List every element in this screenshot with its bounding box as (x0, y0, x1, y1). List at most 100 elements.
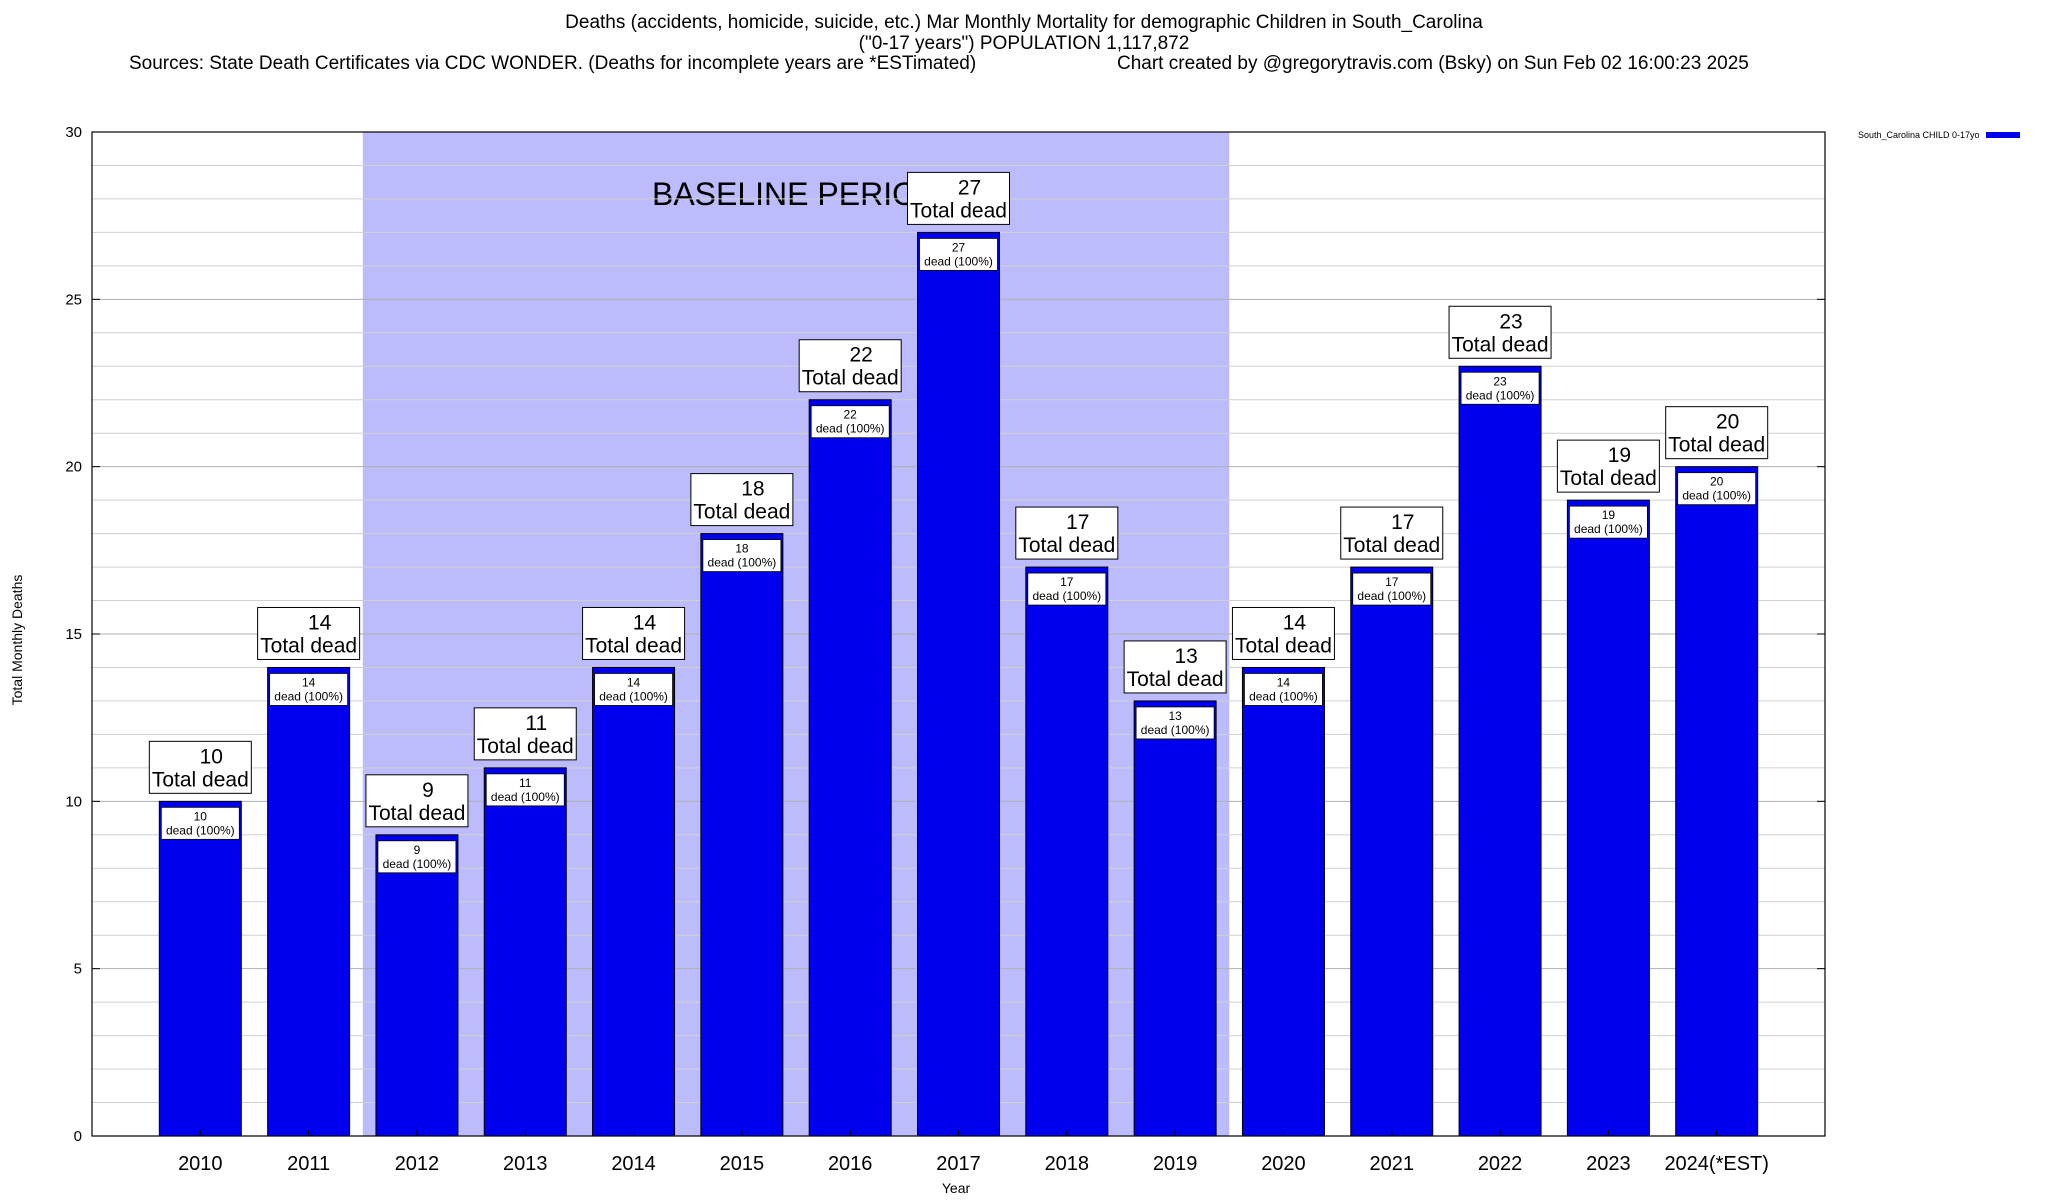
bar-inner-label-box (1677, 472, 1757, 506)
bar-inner-percent: dead (100%) (1357, 589, 1426, 603)
bar-total-caption: Total dead (1127, 668, 1224, 691)
bar-total-value: 14 (633, 611, 657, 634)
x-tick-label: 2020 (1261, 1153, 1306, 1175)
bar (1566, 499, 1650, 1137)
x-tick-label: 2011 (287, 1153, 330, 1175)
bar-inner-value: 10 (194, 809, 208, 823)
bar-total-value: 11 (525, 712, 547, 735)
y-tick-label: 30 (65, 124, 82, 141)
bar-total-caption: Total dead (368, 802, 465, 825)
bar-total-label-box (1123, 640, 1227, 694)
sources-note: Sources: State Death Certificates via CD… (129, 53, 977, 74)
y-tick-label: 5 (74, 961, 82, 978)
bar-inner-label-box (1135, 706, 1215, 740)
x-tick-label: 2018 (1045, 1153, 1090, 1175)
bar-total-value: 27 (958, 176, 981, 199)
bar-total-caption: Total dead (910, 199, 1007, 222)
bar-inner-label-box (1027, 572, 1107, 606)
x-tick-label: 2017 (936, 1153, 981, 1175)
x-tick-label: 2016 (828, 1153, 873, 1175)
bar (483, 767, 567, 1137)
bar-total-value: 18 (741, 478, 764, 501)
bar-inner-percent: dead (100%) (1466, 388, 1535, 402)
bar-total-value: 14 (308, 611, 332, 634)
bar-total-label-box (365, 774, 469, 828)
legend-label: South_Carolina CHILD 0-17yo (1858, 130, 1980, 140)
bar-total-value: 20 (1716, 411, 1739, 434)
bar-total-value: 19 (1608, 444, 1631, 467)
bar (267, 666, 351, 1137)
bar-inner-label-box (1352, 572, 1432, 606)
x-tick-label: 2021 (1370, 1153, 1415, 1175)
bar-total-label-box (473, 707, 577, 761)
bar-inner-percent: dead (100%) (383, 857, 452, 871)
bar-inner-percent: dead (100%) (1682, 489, 1751, 503)
bar-inner-value: 27 (952, 240, 966, 254)
bar-total-label-box (1231, 606, 1335, 660)
y-axis-label: Total Monthly Deaths (9, 574, 25, 706)
bar-total-caption: Total dead (693, 501, 790, 524)
bar-total-label-box (1448, 305, 1552, 359)
bar-inner-percent: dead (100%) (1574, 522, 1643, 536)
bar-inner-percent: dead (100%) (166, 823, 235, 837)
bar-inner-value: 13 (1168, 709, 1182, 723)
x-tick-label: 2015 (720, 1153, 765, 1175)
bar-inner-percent: dead (100%) (599, 689, 668, 703)
x-tick-label: 2013 (503, 1153, 548, 1175)
y-tick-label: 0 (74, 1128, 82, 1145)
bar-inner-percent: dead (100%) (491, 790, 560, 804)
bar-inner-label-box (377, 840, 457, 874)
bar-inner-percent: dead (100%) (1141, 723, 1210, 737)
bar (808, 399, 892, 1137)
bar-total-label-box (1340, 506, 1444, 560)
bar (1133, 700, 1217, 1137)
bar-inner-label-box (594, 673, 673, 706)
legend-swatch (1985, 132, 2020, 138)
chart-credit: Chart created by @gregorytravis.com (Bsk… (1117, 53, 1749, 74)
y-tick-label: 10 (65, 793, 82, 810)
bar-inner-label-box (1568, 505, 1648, 539)
bar-total-label-box (798, 339, 902, 393)
bar-inner-value: 14 (1277, 675, 1291, 689)
bar (700, 533, 784, 1137)
bar-inner-value: 22 (844, 408, 858, 422)
bar-inner-value: 17 (1060, 575, 1074, 589)
bar (917, 231, 1000, 1137)
bar-total-caption: Total dead (1235, 634, 1332, 657)
bar-total-value: 9 (422, 779, 434, 802)
bar (592, 666, 676, 1137)
bar-total-label-box (690, 473, 794, 527)
x-tick-label: 2010 (178, 1153, 223, 1175)
bar (1458, 365, 1542, 1137)
bar-total-label-box (582, 606, 686, 660)
bar-inner-value: 14 (302, 675, 316, 689)
baseline-label: BASELINE PERIOD (652, 176, 940, 212)
bar-inner-percent: dead (100%) (816, 422, 885, 436)
bar-inner-label-box (1244, 673, 1323, 706)
y-tick-label: 20 (65, 459, 82, 476)
bar-inner-percent: dead (100%) (1032, 589, 1101, 603)
bar (375, 834, 459, 1137)
x-tick-label: 2023 (1586, 1153, 1631, 1175)
bar-total-caption: Total dead (152, 768, 249, 791)
bar-total-value: 17 (1391, 511, 1414, 534)
bar-inner-value: 11 (519, 776, 532, 790)
bar-total-value: 13 (1174, 645, 1197, 668)
chart-subtitle: ("0-17 years") POPULATION 1,117,872 (858, 33, 1190, 54)
bar-inner-label-box (485, 773, 565, 807)
bar-total-label-box (907, 171, 1010, 225)
bar-inner-percent: dead (100%) (708, 556, 777, 570)
bar-total-caption: Total dead (1560, 467, 1657, 490)
bar-inner-label-box (1460, 371, 1540, 405)
bar-inner-value: 20 (1710, 475, 1724, 489)
x-tick-label: 2022 (1478, 1153, 1523, 1175)
legend: South_Carolina CHILD 0-17yo (1858, 130, 2020, 140)
bar-inner-value: 17 (1385, 575, 1399, 589)
bar-inner-label-box (919, 237, 998, 271)
bar (1350, 566, 1434, 1137)
bar-inner-percent: dead (100%) (1249, 689, 1318, 703)
bar-total-value: 17 (1066, 511, 1089, 534)
bar-total-caption: Total dead (1343, 534, 1440, 557)
bar-total-value: 22 (850, 344, 873, 367)
